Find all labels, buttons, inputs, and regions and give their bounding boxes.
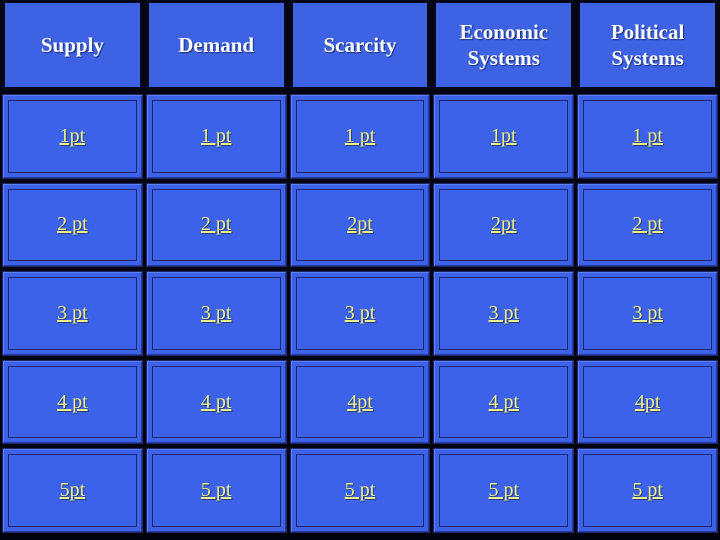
clue-link-demand-4[interactable]: 4 pt [200, 390, 232, 413]
clue-cell-economic-systems-2: 2pt [433, 182, 575, 268]
clue-cell-face: 5 pt [295, 454, 425, 527]
clue-cell-face: 3 pt [295, 277, 425, 350]
clue-cell-supply-5: 5pt [2, 448, 143, 533]
clue-cell-face: 5pt [8, 454, 137, 527]
clue-cell-face: 4 pt [8, 365, 137, 439]
clue-cell-face: 5 pt [583, 454, 712, 527]
clue-link-supply-4[interactable]: 4 pt [57, 390, 88, 413]
clue-cell-face: 2pt [295, 188, 425, 262]
clue-cell-economic-systems-5: 5 pt [433, 448, 575, 533]
clue-link-demand-2[interactable]: 2 pt [200, 213, 232, 236]
clue-cell-scarcity-2: 2pt [289, 182, 431, 268]
clue-cell-demand-4: 4 pt [145, 359, 287, 445]
clue-cell-scarcity-1: 1 pt [289, 94, 431, 179]
clue-link-demand-1[interactable]: 1 pt [200, 124, 232, 147]
clue-cell-face: 2pt [439, 188, 569, 262]
column-header-demand: Demand [145, 0, 287, 90]
clue-cell-face: 3 pt [439, 277, 569, 350]
clue-cell-political-systems-2: 2 pt [577, 182, 718, 268]
clue-cell-face: 5 pt [439, 454, 569, 527]
column-header-label: Political Systems [610, 19, 685, 70]
clue-cell-economic-systems-3: 3 pt [433, 271, 575, 356]
clue-cell-face: 4pt [295, 365, 425, 439]
clue-link-political-systems-3[interactable]: 3 pt [632, 301, 663, 324]
clue-cell-face: 2 pt [583, 188, 712, 262]
clue-link-political-systems-4[interactable]: 4pt [634, 390, 661, 413]
clue-link-economic-systems-3[interactable]: 3 pt [488, 301, 520, 324]
clue-link-scarcity-3[interactable]: 3 pt [344, 301, 376, 324]
column-header-economic-systems: Economic Systems [433, 0, 575, 90]
clue-cell-face: 4 pt [439, 365, 569, 439]
column-header-label: Economic Systems [459, 19, 549, 70]
clue-cell-political-systems-3: 3 pt [577, 271, 718, 356]
clue-link-demand-5[interactable]: 5 pt [200, 479, 232, 502]
clue-cell-political-systems-5: 5 pt [577, 448, 718, 533]
clue-cell-face: 3 pt [583, 277, 712, 350]
column-header-label: Scarcity [323, 32, 397, 57]
clue-cell-supply-2: 2 pt [2, 182, 143, 268]
clue-link-scarcity-4[interactable]: 4pt [347, 390, 373, 413]
clue-link-political-systems-1[interactable]: 1 pt [632, 124, 663, 147]
clue-cell-supply-3: 3 pt [2, 271, 143, 356]
clue-cell-scarcity-3: 3 pt [289, 271, 431, 356]
clue-cell-face: 3 pt [8, 277, 137, 350]
clue-cell-face: 1pt [439, 100, 569, 173]
column-header-label: Supply [40, 32, 104, 57]
clue-cell-face: 2 pt [151, 188, 281, 262]
clue-cell-demand-5: 5 pt [145, 448, 287, 533]
clue-cell-demand-2: 2 pt [145, 182, 287, 268]
clue-link-supply-5[interactable]: 5pt [59, 479, 86, 502]
clue-cell-supply-1: 1pt [2, 94, 143, 179]
clue-link-economic-systems-4[interactable]: 4 pt [488, 390, 520, 413]
clue-cell-political-systems-1: 1 pt [577, 94, 718, 179]
clue-link-supply-3[interactable]: 3 pt [57, 301, 88, 324]
clue-cell-face: 4 pt [151, 365, 281, 439]
clue-link-scarcity-2[interactable]: 2pt [347, 213, 373, 236]
clue-link-supply-2[interactable]: 2 pt [57, 213, 88, 236]
column-header-label: Demand [178, 32, 255, 57]
clue-cell-face: 2 pt [8, 188, 137, 262]
column-header-political-systems: Political Systems [577, 0, 718, 90]
clue-link-political-systems-2[interactable]: 2 pt [632, 213, 663, 236]
clue-cell-scarcity-5: 5 pt [289, 448, 431, 533]
clue-cell-scarcity-4: 4pt [289, 359, 431, 445]
clue-cell-economic-systems-1: 1pt [433, 94, 575, 179]
clue-cell-face: 4pt [583, 365, 712, 439]
clue-link-scarcity-1[interactable]: 1 pt [344, 124, 376, 147]
clue-link-economic-systems-5[interactable]: 5 pt [488, 479, 520, 502]
clue-cell-face: 1pt [8, 100, 137, 173]
clue-link-demand-3[interactable]: 3 pt [200, 301, 232, 324]
clue-cell-face: 5 pt [151, 454, 281, 527]
column-header-supply: Supply [2, 0, 143, 90]
clue-link-supply-1[interactable]: 1pt [59, 124, 86, 147]
clue-cell-face: 3 pt [151, 277, 281, 350]
clue-link-political-systems-5[interactable]: 5 pt [632, 479, 663, 502]
clue-cell-demand-1: 1 pt [145, 94, 287, 179]
clue-link-economic-systems-1[interactable]: 1pt [491, 124, 517, 147]
column-header-scarcity: Scarcity [289, 0, 431, 90]
clue-cell-demand-3: 3 pt [145, 271, 287, 356]
clue-cell-supply-4: 4 pt [2, 359, 143, 445]
clue-cell-face: 1 pt [583, 100, 712, 173]
clue-link-scarcity-5[interactable]: 5 pt [344, 479, 376, 502]
clue-link-economic-systems-2[interactable]: 2pt [491, 213, 517, 236]
clue-cell-face: 1 pt [295, 100, 425, 173]
clue-cell-political-systems-4: 4pt [577, 359, 718, 445]
clue-cell-economic-systems-4: 4 pt [433, 359, 575, 445]
clue-cell-face: 1 pt [151, 100, 281, 173]
